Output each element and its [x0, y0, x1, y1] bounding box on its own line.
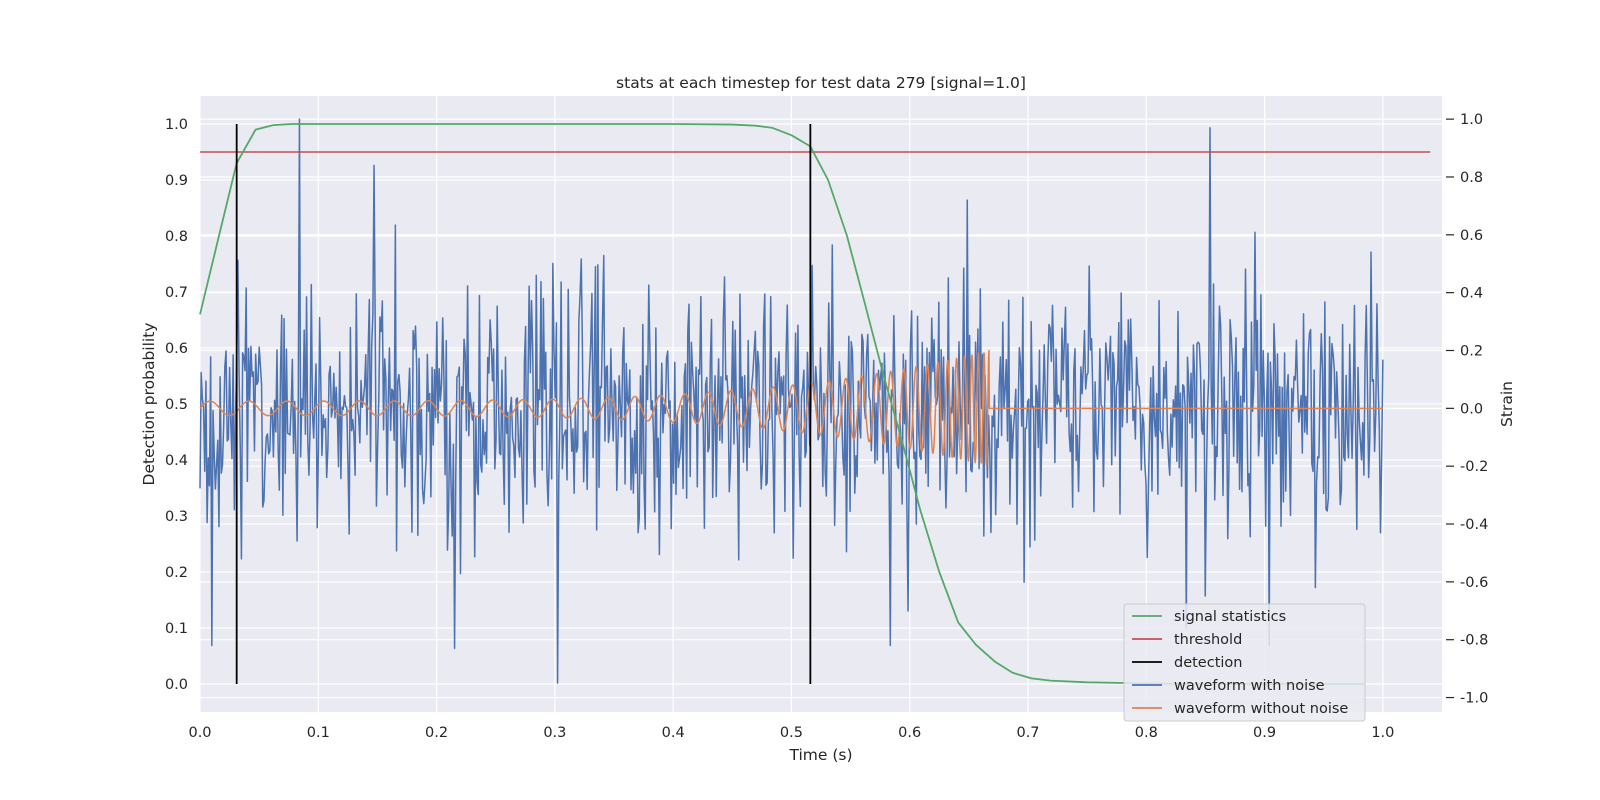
waveform-without-noise-line	[199, 349, 1384, 467]
signal-statistics-line	[199, 123, 1364, 685]
x-tick-label: 0.3	[543, 725, 566, 741]
x-tick-label: 0.0	[188, 725, 211, 741]
legend-label-threshold: threshold	[1174, 632, 1242, 648]
y-tick-label-left: 0.0	[165, 677, 188, 693]
y-tick-label-left: 0.9	[165, 173, 188, 189]
legend: signal statistics threshold detection wa…	[1123, 603, 1366, 722]
y-tick-label-right: 0.8	[1460, 170, 1483, 186]
y-tick-label-right: -0.4	[1460, 517, 1488, 533]
y-tick-label-left: 0.1	[165, 621, 188, 637]
legend-box	[1123, 603, 1366, 722]
y-tick-label-left: 0.4	[165, 453, 188, 469]
x-tick-label: 0.8	[1135, 725, 1158, 741]
legend-label-waveform-without-noise: waveform without noise	[1174, 701, 1348, 717]
x-tick-label: 1.0	[1371, 725, 1394, 741]
series-layer	[199, 118, 1431, 685]
y-axis-label-left: Detection probability	[140, 323, 158, 486]
y-axis-label-right: Strain	[1498, 381, 1516, 427]
right-tick-labels: -1.0 -0.8 -0.6 -0.4 -0.2 0.0 0.2 0.4 0.6 0.8 1.0	[1446, 112, 1488, 707]
legend-label-detection: detection	[1174, 655, 1242, 671]
x-tick-labels: 0.0 0.1 0.2 0.3 0.4 0.5 0.6 0.7 0.8 0.9 1.0	[188, 725, 1394, 741]
x-tick-label: 0.1	[307, 725, 330, 741]
y-tick-label-right: 1.0	[1460, 112, 1483, 128]
x-tick-label: 0.5	[780, 725, 803, 741]
x-tick-label: 0.4	[662, 725, 685, 741]
y-tick-label-left: 1.0	[165, 117, 188, 133]
y-tick-label-right: -0.2	[1460, 459, 1488, 475]
y-tick-label-left: 0.6	[165, 341, 188, 357]
chart-title: stats at each timestep for test data 279…	[616, 74, 1026, 92]
x-tick-label: 0.2	[425, 725, 448, 741]
y-tick-label-left: 0.2	[165, 565, 188, 581]
x-tick-label: 0.9	[1253, 725, 1276, 741]
legend-label-waveform-with-noise: waveform with noise	[1174, 678, 1325, 694]
y-tick-label-right: -0.8	[1460, 633, 1488, 649]
y-tick-label-left: 0.3	[165, 509, 188, 525]
y-tick-label-left: 0.7	[165, 285, 188, 301]
y-tick-label-right: -1.0	[1460, 691, 1488, 707]
legend-label-signal-statistics: signal statistics	[1174, 609, 1286, 625]
x-axis-label: Time (s)	[788, 746, 852, 764]
x-tick-label: 0.7	[1016, 725, 1039, 741]
y-tick-label-right: 0.6	[1460, 228, 1483, 244]
y-tick-label-left: 0.8	[165, 229, 188, 245]
x-tick-label: 0.6	[898, 725, 921, 741]
left-tick-labels: 0.0 0.1 0.2 0.3 0.4 0.5 0.6 0.7 0.8 0.9 1.0	[165, 117, 188, 693]
y-tick-label-right: 0.2	[1460, 343, 1483, 359]
y-tick-label-left: 0.5	[165, 397, 188, 413]
y-tick-label-right: 0.4	[1460, 286, 1483, 302]
waveform-with-noise-line	[199, 118, 1384, 684]
y-tick-label-right: -0.6	[1460, 575, 1488, 591]
y-tick-label-right: 0.0	[1460, 401, 1483, 417]
